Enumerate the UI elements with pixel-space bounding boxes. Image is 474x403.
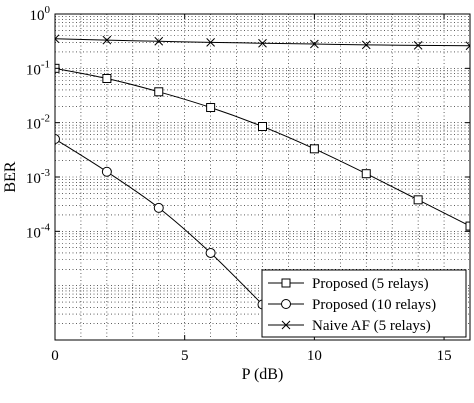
series-group <box>55 34 470 310</box>
legend-marker <box>281 320 291 330</box>
x-axis-label: P (dB) <box>242 366 284 383</box>
data-point <box>102 35 112 45</box>
data-point <box>413 195 423 205</box>
data-point <box>361 169 371 179</box>
data-point <box>154 87 164 97</box>
x-tick-label: 15 <box>437 348 452 364</box>
legend-marker <box>281 278 291 288</box>
legend-label: Proposed (10 relays) <box>312 297 436 313</box>
series-1 <box>55 63 470 231</box>
data-point <box>465 41 470 51</box>
legend-marker <box>281 299 291 309</box>
data-point <box>258 38 267 48</box>
data-point <box>310 39 319 49</box>
tick-group: 0 5 10 15 10-4 10-3 10-2 10-1 100 <box>26 4 470 364</box>
data-point <box>55 134 60 145</box>
y-tick-label: 10-1 <box>26 58 50 78</box>
data-point <box>361 40 371 50</box>
data-point <box>205 247 216 258</box>
y-tick-label: 100 <box>30 4 51 24</box>
data-point <box>413 40 423 50</box>
data-point <box>206 103 216 113</box>
data-point <box>102 73 112 83</box>
legend: Proposed (5 relays) Proposed (10 relays) N… <box>261 269 467 338</box>
x-tick-label: 5 <box>181 348 189 364</box>
y-axis-label: BER <box>2 161 19 192</box>
data-point <box>465 221 470 231</box>
data-point <box>258 122 267 132</box>
data-point <box>153 202 164 213</box>
legend-label: Proposed (5 relays) <box>312 276 429 292</box>
data-point <box>154 36 164 46</box>
legend-label: Naive AF (5 relays) <box>312 318 431 334</box>
series-3 <box>55 34 470 51</box>
data-point <box>309 144 319 154</box>
y-tick-label: 10-3 <box>26 167 51 187</box>
y-tick-label: 10-2 <box>26 113 50 133</box>
data-point <box>101 166 112 177</box>
y-tick-label: 10-4 <box>26 221 51 241</box>
x-tick-label: 10 <box>307 348 322 364</box>
x-tick-label: 0 <box>51 348 59 364</box>
data-point <box>55 34 60 44</box>
data-point <box>206 38 215 47</box>
